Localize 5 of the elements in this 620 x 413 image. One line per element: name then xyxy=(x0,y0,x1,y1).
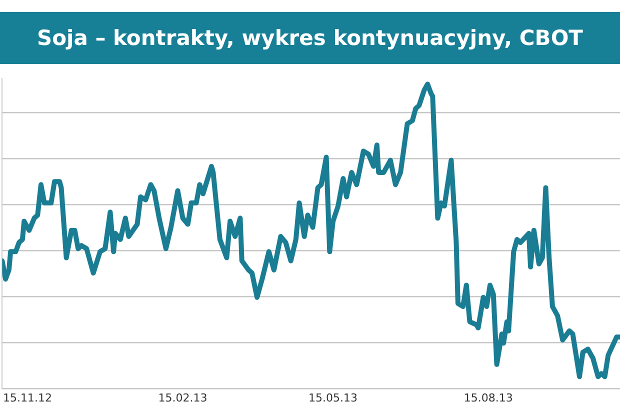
x-tick-label: 15.08.13 xyxy=(464,391,513,404)
chart-title: Soja – kontrakty, wykres kontynuacyjny, CBOT xyxy=(0,12,620,64)
x-tick-label: 15.05.13 xyxy=(308,391,358,404)
x-tick-label: 15.02.13 xyxy=(158,391,208,404)
x-tick-label: 15.11.12 xyxy=(3,391,52,404)
